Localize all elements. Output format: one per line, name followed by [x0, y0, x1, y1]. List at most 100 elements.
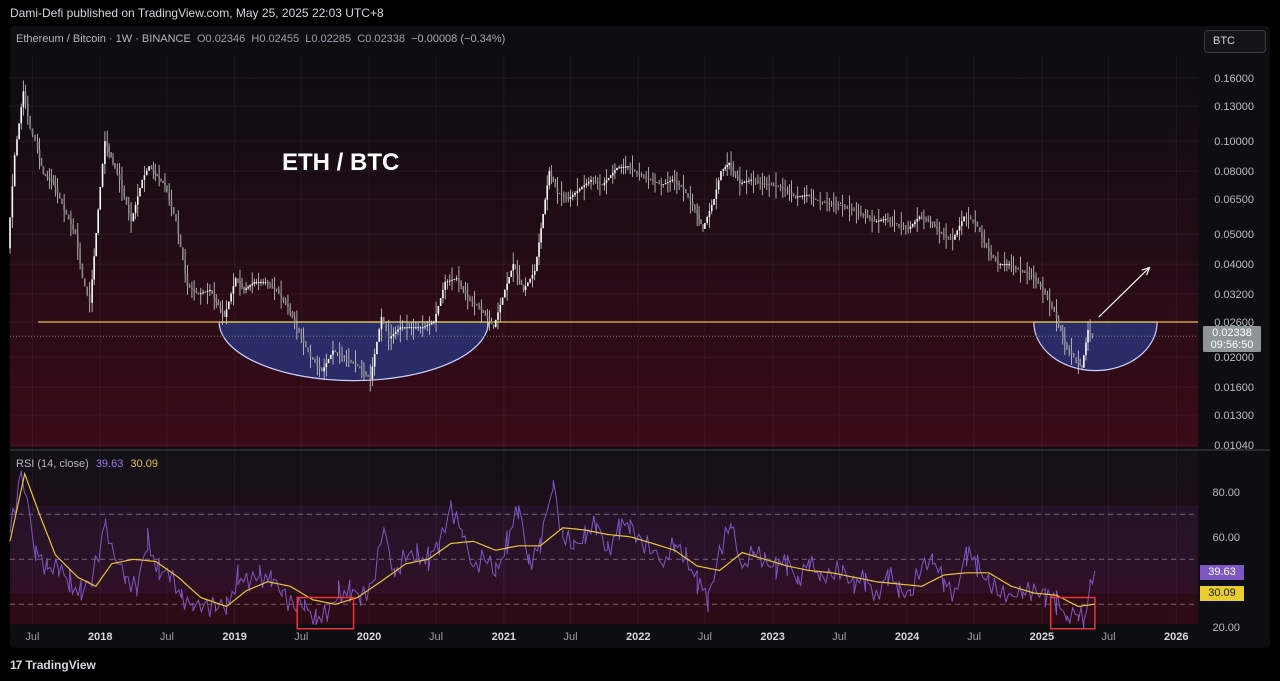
price-candle: [1081, 365, 1083, 368]
price-candle: [139, 188, 141, 197]
price-candle: [739, 179, 741, 184]
price-candle: [44, 174, 47, 176]
price-candle: [574, 193, 576, 196]
price-candle: [108, 146, 110, 153]
price-candle: [125, 196, 128, 205]
price-candle: [857, 211, 860, 213]
price-candle: [13, 155, 16, 187]
price-candle: [614, 170, 616, 173]
price-candle: [376, 341, 378, 355]
price-candle: [601, 184, 603, 186]
price-candle: [563, 195, 565, 197]
tradingview-logo[interactable]: 17 TradingView: [10, 658, 96, 672]
price-candle: [154, 171, 157, 174]
price-candle: [750, 179, 753, 181]
price-candle: [624, 166, 627, 168]
price-tick-label: 0.01300: [1214, 410, 1254, 422]
price-candle: [93, 256, 95, 280]
price-candle: [415, 327, 417, 329]
price-candle: [309, 352, 312, 358]
price-candle: [590, 179, 592, 182]
price-candle: [56, 187, 59, 193]
price-candle: [24, 91, 27, 104]
price-candle: [504, 289, 506, 298]
price-candle: [954, 235, 956, 240]
price-candle: [921, 216, 923, 218]
price-candle: [696, 209, 698, 215]
price-candle: [592, 179, 595, 181]
price-candle: [228, 301, 230, 310]
price-candle: [629, 166, 631, 168]
price-candle: [271, 285, 273, 287]
price-candle: [1039, 283, 1042, 287]
price-candle: [853, 209, 855, 211]
price-candle: [269, 283, 271, 286]
price-candle: [390, 336, 392, 339]
price-candle: [367, 374, 369, 377]
price-candle: [560, 194, 563, 196]
price-candle: [609, 175, 612, 178]
price-candle: [361, 368, 363, 371]
price-candle: [1028, 273, 1031, 275]
price-candle: [835, 204, 837, 206]
price-candle: [112, 157, 114, 163]
price-candle: [369, 376, 372, 380]
price-candle: [603, 182, 606, 186]
price-candle: [1032, 274, 1035, 278]
price-candle: [358, 366, 361, 369]
price-candle: [1015, 266, 1017, 269]
price-candle: [949, 237, 952, 239]
x-tick-label: 2018: [88, 631, 112, 643]
price-candle: [715, 189, 718, 199]
price-candle: [399, 327, 402, 330]
rsi-tick-label: 60.00: [1212, 532, 1240, 544]
price-candle: [247, 286, 249, 289]
price-candle: [790, 192, 793, 194]
price-candle: [796, 196, 799, 198]
price-candle: [1001, 264, 1004, 266]
price-candle: [177, 221, 180, 235]
price-candle: [583, 185, 585, 188]
symbol-pair: Ethereum / Bitcoin · 1W · BINANCE: [16, 33, 191, 45]
price-candle: [74, 229, 77, 235]
price-candle: [241, 284, 243, 288]
price-candle: [1075, 357, 1077, 361]
price-candle: [486, 315, 489, 319]
rsi-legend: RSI (14, close) 39.63 30.09: [16, 458, 158, 470]
price-candle: [371, 366, 374, 380]
price-candle: [728, 162, 730, 166]
price-candle: [782, 187, 784, 189]
price-candle: [1089, 329, 1091, 334]
price-candle: [143, 175, 146, 180]
price-pane-bg: [10, 55, 1198, 447]
price-candle: [763, 183, 766, 185]
price-candle: [311, 357, 314, 361]
price-candle: [873, 219, 876, 222]
price-candle: [34, 134, 36, 142]
price-candle: [994, 257, 997, 262]
price-candle: [464, 290, 467, 295]
price-candle: [175, 214, 177, 222]
price-candle: [209, 289, 211, 291]
price-candle: [620, 167, 623, 169]
price-candle: [128, 204, 130, 214]
price-candle: [29, 116, 31, 129]
currency-button[interactable]: BTC: [1204, 30, 1266, 53]
price-candle: [931, 221, 934, 224]
price-candle: [179, 234, 182, 248]
price-candle: [1006, 264, 1008, 266]
price-candle: [622, 166, 625, 168]
price-candle: [599, 183, 601, 185]
price-candle: [536, 256, 538, 272]
price-candle: [552, 176, 555, 183]
last-price-tag: 0.02338 09:56:50: [1203, 326, 1261, 352]
price-candle: [1012, 265, 1015, 267]
price-candle: [832, 203, 835, 205]
price-candle: [933, 223, 936, 227]
price-candle: [116, 168, 119, 175]
price-candle: [850, 208, 853, 210]
price-candle: [195, 290, 198, 293]
price-candle: [618, 167, 620, 169]
price-candle: [801, 195, 804, 197]
price-candle: [152, 168, 155, 172]
